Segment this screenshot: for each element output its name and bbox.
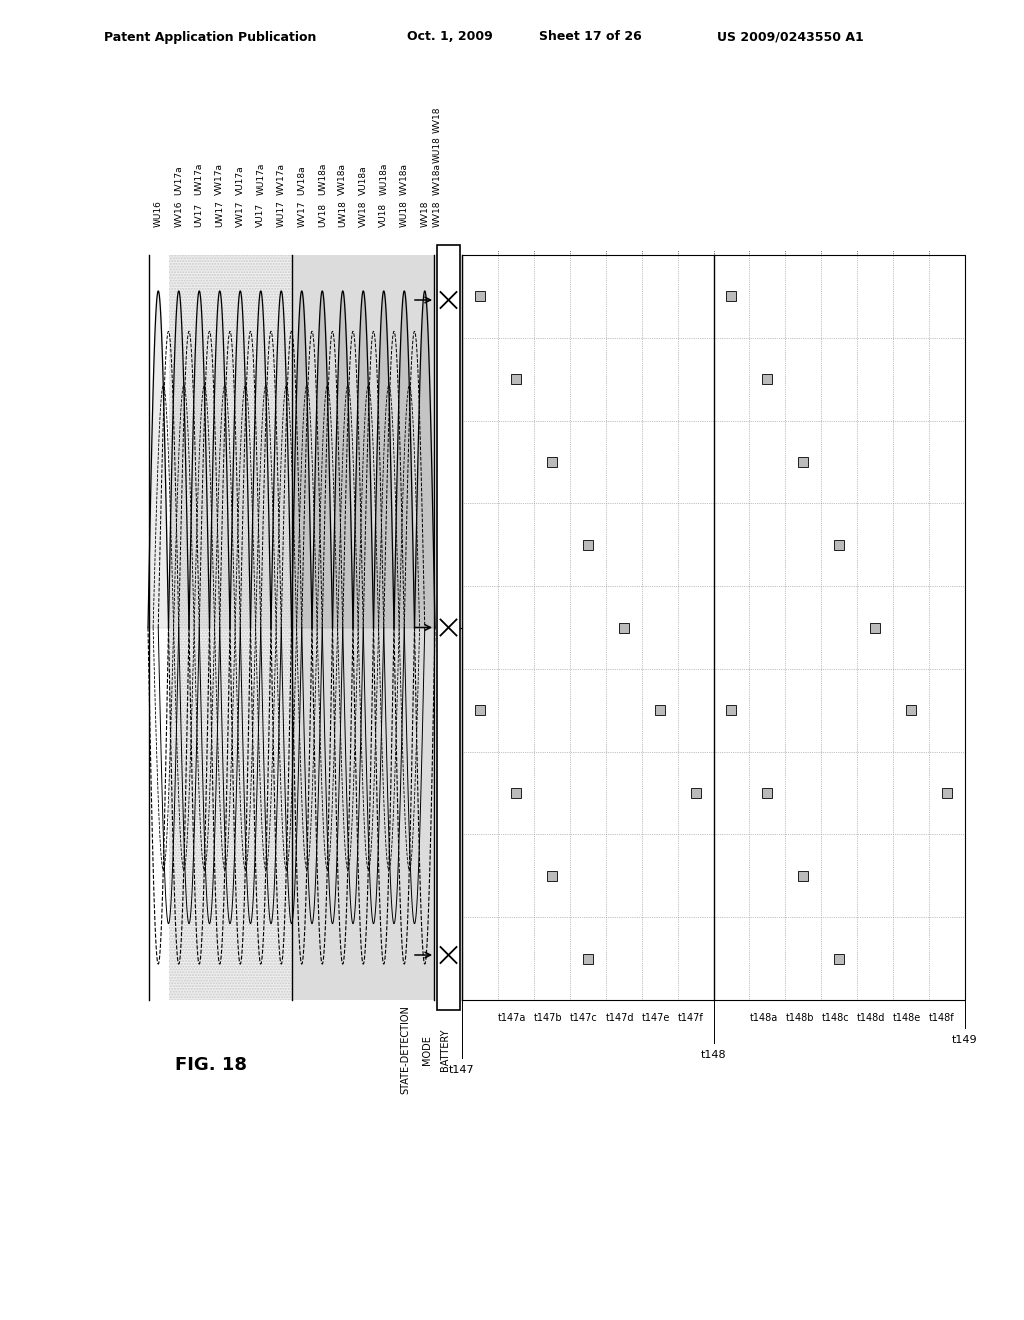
Text: UV17: UV17: [195, 203, 204, 227]
Bar: [726, 292, 736, 301]
Text: t148f: t148f: [929, 1012, 954, 1023]
Bar: [583, 540, 593, 549]
Bar: [726, 705, 736, 715]
Text: BATTERY 3: BATTERY 3: [444, 719, 453, 764]
Text: MODE1: MODE1: [444, 498, 453, 528]
Text: t147: t147: [450, 1065, 475, 1074]
Text: WV17: WV17: [297, 201, 306, 227]
Text: STATE-DETECTION: STATE-DETECTION: [400, 1006, 410, 1094]
Bar: [835, 953, 844, 964]
Text: S6: S6: [438, 705, 452, 715]
Bar: [547, 871, 557, 880]
Text: WV16: WV16: [174, 201, 183, 227]
Bar: [292, 255, 435, 1001]
Text: t147f: t147f: [678, 1012, 703, 1023]
Bar: [799, 457, 808, 467]
Text: VU17a: VU17a: [236, 165, 245, 195]
Text: UW17a: UW17a: [195, 162, 204, 195]
Text: S3: S3: [438, 457, 452, 467]
Text: WV18: WV18: [432, 201, 441, 227]
Bar: [942, 788, 952, 799]
Text: VW17: VW17: [236, 201, 245, 227]
Bar: [763, 788, 772, 799]
Text: t147c: t147c: [569, 1012, 598, 1023]
Bar: [547, 457, 557, 467]
Text: t149: t149: [952, 1035, 978, 1045]
Text: t148a: t148a: [750, 1012, 777, 1023]
Text: WV18a: WV18a: [432, 162, 441, 195]
Text: UV17a: UV17a: [174, 165, 183, 195]
Text: WU17: WU17: [276, 201, 286, 227]
Text: t148e: t148e: [893, 1012, 922, 1023]
Bar: [799, 871, 808, 880]
Bar: [475, 705, 485, 715]
Text: MODE 1: MODE 1: [444, 841, 453, 874]
Text: S5: S5: [438, 623, 452, 632]
Text: VU18a: VU18a: [358, 165, 368, 195]
Bar: [835, 540, 844, 549]
Text: Sheet 17 of 26: Sheet 17 of 26: [539, 30, 641, 44]
Text: t148d: t148d: [857, 1012, 886, 1023]
Text: UV18: UV18: [317, 203, 327, 227]
Text: FIG. 18: FIG. 18: [175, 1056, 247, 1074]
Text: t147a: t147a: [498, 1012, 526, 1023]
Text: MODE: MODE: [422, 1035, 432, 1065]
Text: t148b: t148b: [785, 1012, 814, 1023]
Text: WU18: WU18: [432, 136, 441, 162]
Bar: [511, 374, 521, 384]
Bar: [583, 953, 593, 964]
Bar: [475, 292, 485, 301]
Text: S2: S2: [437, 374, 452, 384]
Bar: [763, 374, 772, 384]
Text: t148c: t148c: [821, 1012, 849, 1023]
Text: WU16: WU16: [154, 201, 163, 227]
Text: VW18a: VW18a: [338, 162, 347, 195]
Text: UW18a: UW18a: [317, 162, 327, 195]
Text: US 2009/0243550 A1: US 2009/0243550 A1: [717, 30, 863, 44]
Text: VW18: VW18: [358, 201, 368, 227]
Text: VW17a: VW17a: [215, 162, 224, 195]
Text: UV18a: UV18a: [297, 165, 306, 195]
Text: UW18: UW18: [338, 201, 347, 227]
Text: S9: S9: [437, 953, 452, 964]
Text: S4: S4: [437, 540, 452, 549]
Text: WV18: WV18: [420, 201, 429, 227]
Text: WU17a: WU17a: [256, 162, 265, 195]
Text: VU17: VU17: [256, 203, 265, 227]
Text: BATTERY: BATTERY: [440, 1028, 450, 1072]
Text: S1: S1: [438, 292, 452, 301]
Text: S7: S7: [437, 788, 452, 799]
Text: t148: t148: [700, 1049, 726, 1060]
Text: WV18: WV18: [432, 107, 441, 133]
Bar: [906, 705, 916, 715]
Bar: [654, 705, 665, 715]
Text: WV17a: WV17a: [276, 162, 286, 195]
Text: Oct. 1, 2009: Oct. 1, 2009: [408, 30, 493, 44]
Bar: [437, 246, 460, 1010]
Bar: [511, 788, 521, 799]
Text: VU18: VU18: [379, 203, 388, 227]
Text: S8: S8: [437, 871, 452, 880]
Text: t147b: t147b: [534, 1012, 562, 1023]
Text: UW17: UW17: [215, 201, 224, 227]
Bar: [870, 623, 881, 632]
Text: BATTERY 4: BATTERY 4: [444, 376, 453, 420]
Text: t147e: t147e: [642, 1012, 670, 1023]
Text: Patent Application Publication: Patent Application Publication: [103, 30, 316, 44]
Text: WV18a: WV18a: [399, 162, 409, 195]
Bar: [690, 788, 700, 799]
Bar: [618, 623, 629, 632]
Text: WU18: WU18: [399, 201, 409, 227]
Bar: [169, 255, 292, 1001]
Text: t147d: t147d: [606, 1012, 634, 1023]
Text: WU18a: WU18a: [379, 162, 388, 195]
